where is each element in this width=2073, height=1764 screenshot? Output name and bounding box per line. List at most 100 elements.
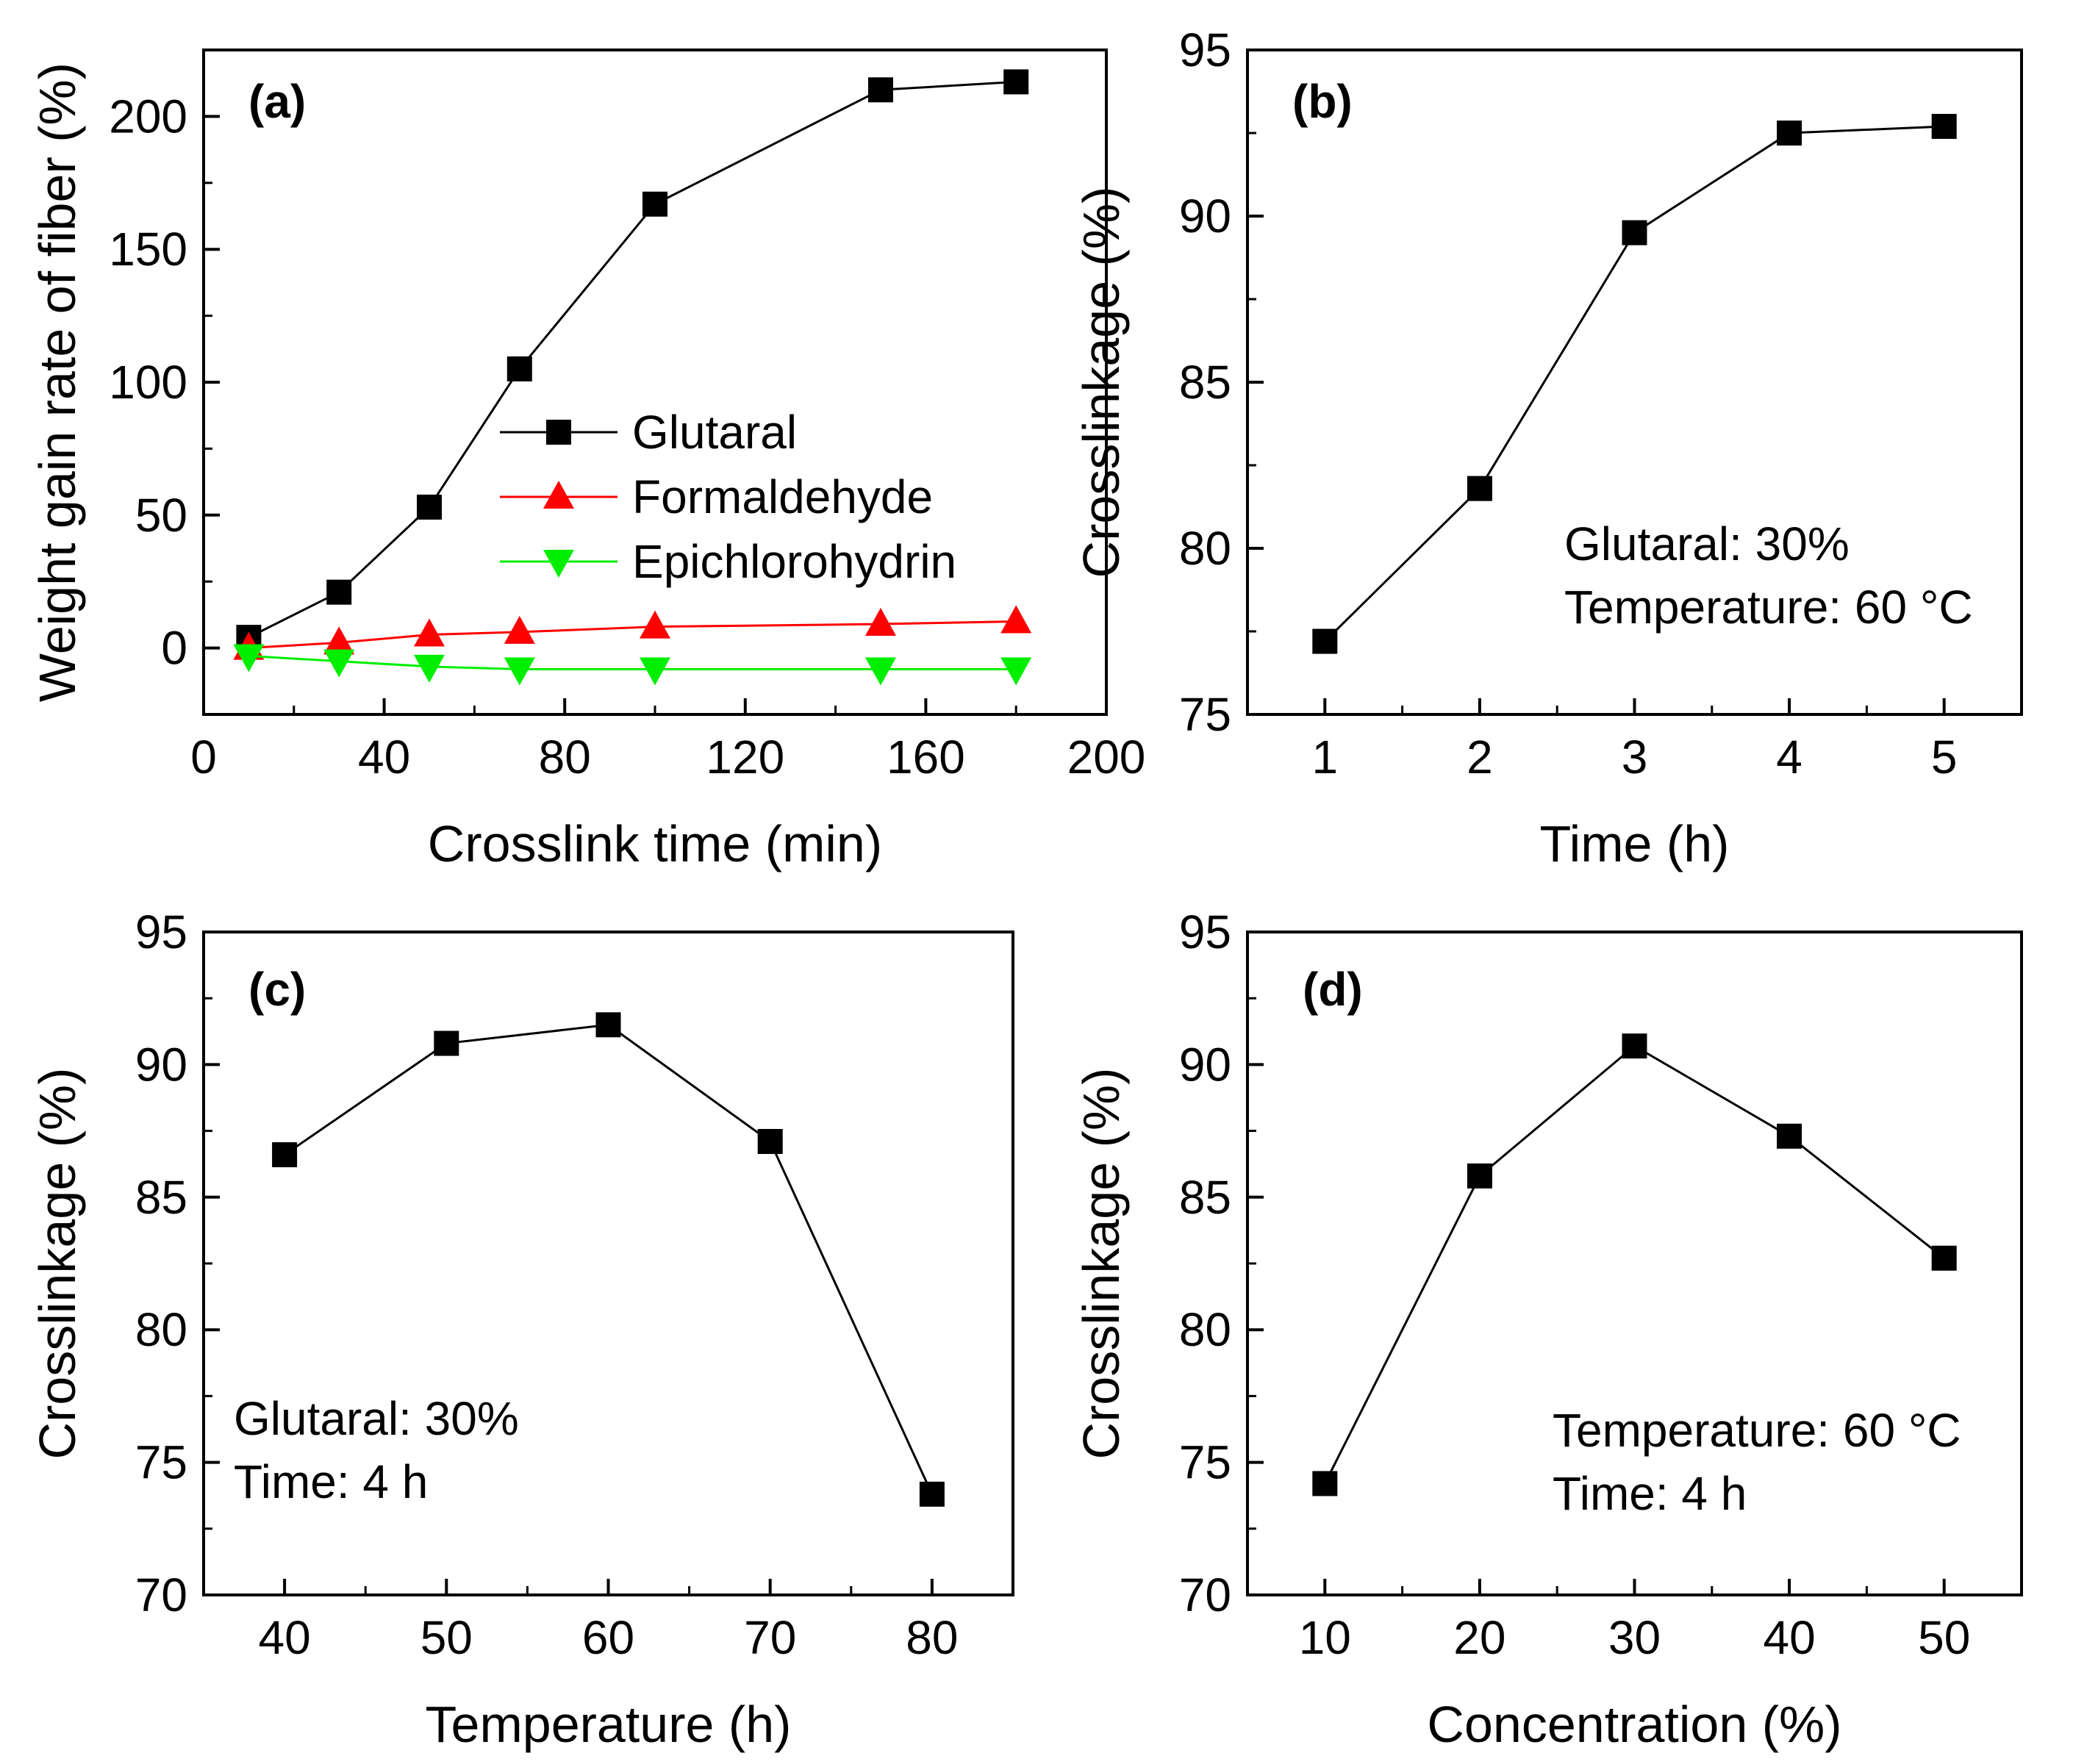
y-tick-label: 70 xyxy=(135,1568,187,1621)
legend-marker xyxy=(543,481,574,509)
data-point xyxy=(1931,113,1957,139)
x-axis-label: Concentration (%) xyxy=(1427,1696,1841,1753)
y-tick-label: 70 xyxy=(1179,1568,1231,1621)
data-point xyxy=(434,1030,459,1056)
x-tick-label: 20 xyxy=(1453,1611,1505,1664)
data-point xyxy=(865,608,896,637)
data-point xyxy=(595,1012,621,1038)
data-point xyxy=(640,610,670,639)
data-point xyxy=(642,191,667,217)
panel-a: 0 40 80 120 160 200 0 50 100 150 200 Crosslink time… xyxy=(29,49,1146,872)
x-tick-label: 80 xyxy=(906,1611,958,1664)
y-tick-label: 80 xyxy=(1179,522,1231,575)
y-axis-label: Crosslinkage (%) xyxy=(1073,187,1130,578)
series-epichlorohydrin xyxy=(233,644,1032,686)
data-point xyxy=(1931,1245,1957,1271)
data-point xyxy=(1003,69,1029,95)
x-axis-label: Temperature (h) xyxy=(426,1696,792,1753)
y-tick-label: 75 xyxy=(1179,1436,1231,1489)
y-tick-label: 80 xyxy=(1179,1303,1231,1356)
data-point xyxy=(1312,1471,1338,1496)
series-line xyxy=(248,620,1017,650)
annotation-text: Glutaral: 30% xyxy=(1564,517,1850,570)
x-axis-label: Time (h) xyxy=(1540,815,1730,872)
data-point xyxy=(1000,657,1032,686)
panel-label: (b) xyxy=(1292,75,1353,128)
x-tick-label: 10 xyxy=(1299,1611,1351,1664)
y-axis-label: Weight gain rate of fiber (%) xyxy=(29,62,86,702)
y-tick-label: 75 xyxy=(1179,688,1231,741)
x-tick-label: 160 xyxy=(887,731,965,784)
panel-label: (a) xyxy=(248,75,306,128)
x-tick-label: 5 xyxy=(1931,731,1958,784)
series-crosslinkage xyxy=(1312,1033,1957,1496)
y-tick-label: 95 xyxy=(135,906,187,958)
panel-d: 10 20 30 40 50 70 75 80 85 90 95 Concentration (%) C… xyxy=(1073,906,2023,1753)
data-point xyxy=(640,657,670,686)
legend-label: Epichlorohydrin xyxy=(632,535,956,588)
x-tick-label: 40 xyxy=(358,731,410,784)
data-point xyxy=(504,615,535,644)
y-tick-label: 200 xyxy=(109,90,187,143)
x-tick-label: 4 xyxy=(1776,731,1802,784)
data-point xyxy=(414,654,445,683)
x-tick-label: 3 xyxy=(1622,731,1648,784)
x-tick-label: 40 xyxy=(259,1611,311,1664)
data-point xyxy=(1467,476,1492,501)
y-tick-label: 150 xyxy=(109,223,187,276)
data-point xyxy=(414,618,445,647)
data-point xyxy=(865,657,896,686)
annotation-text: Temperature: 60 °C xyxy=(1564,581,1973,634)
data-point xyxy=(323,626,355,655)
data-point xyxy=(1622,1033,1647,1059)
data-point xyxy=(757,1129,783,1155)
data-point xyxy=(868,77,893,103)
panel-label: (d) xyxy=(1303,963,1363,1016)
x-tick-label: 80 xyxy=(539,731,591,784)
y-tick-label: 75 xyxy=(135,1436,187,1489)
x-tick-label: 70 xyxy=(744,1611,796,1664)
annotation-text: Time: 4 h xyxy=(1553,1467,1747,1520)
x-tick-label: 50 xyxy=(1918,1611,1970,1664)
data-point xyxy=(1312,628,1338,654)
x-tick-label: 2 xyxy=(1467,731,1493,784)
y-tick-label: 85 xyxy=(1179,1171,1231,1224)
x-tick-label: 1 xyxy=(1312,731,1339,784)
y-axis-label: Crosslinkage (%) xyxy=(1073,1068,1130,1460)
legend-label: Formaldehyde xyxy=(632,470,933,523)
data-point xyxy=(1622,220,1647,245)
annotation-text: Temperature: 60 °C xyxy=(1553,1404,1961,1457)
y-tick-label: 100 xyxy=(109,356,187,409)
series-crosslinkage xyxy=(272,1012,945,1507)
series-glutaral xyxy=(236,69,1029,650)
x-tick-label: 30 xyxy=(1608,1611,1661,1664)
legend-marker xyxy=(546,420,571,445)
x-tick-label: 60 xyxy=(582,1611,634,1664)
annotation-text: Time: 4 h xyxy=(234,1455,428,1508)
series-line xyxy=(248,654,1017,671)
x-tick-label: 200 xyxy=(1067,731,1146,784)
x-axis-label: Crosslink time (min) xyxy=(428,815,882,872)
y-tick-label: 90 xyxy=(1179,190,1231,243)
data-point xyxy=(1000,605,1032,634)
data-point xyxy=(1467,1163,1492,1188)
data-point xyxy=(326,579,352,605)
data-point xyxy=(506,356,532,381)
panel-label: (c) xyxy=(248,963,306,1016)
series-crosslinkage xyxy=(1312,113,1957,654)
data-point xyxy=(1777,121,1802,146)
data-point xyxy=(504,657,535,686)
y-tick-label: 50 xyxy=(135,489,187,542)
legend-marker xyxy=(543,550,574,578)
data-point xyxy=(233,644,265,673)
annotation-text: Glutaral: 30% xyxy=(234,1392,519,1445)
y-tick-label: 85 xyxy=(135,1171,187,1224)
data-point xyxy=(1777,1123,1802,1149)
x-tick-label: 0 xyxy=(190,731,217,784)
x-tick-label: 120 xyxy=(706,731,784,784)
y-tick-label: 90 xyxy=(135,1038,187,1091)
x-tick-label: 50 xyxy=(420,1611,473,1664)
y-tick-label: 0 xyxy=(161,622,187,675)
data-point xyxy=(417,494,442,520)
